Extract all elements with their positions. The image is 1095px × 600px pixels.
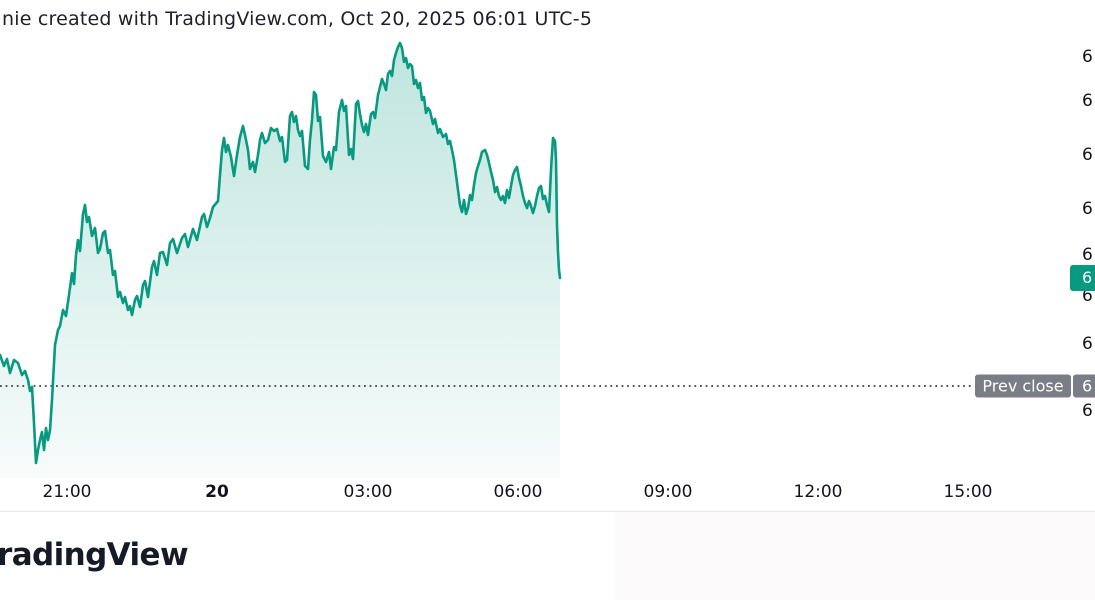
price-area-fill	[0, 43, 560, 478]
time-tick-label: 15:00	[943, 482, 993, 502]
price-tick-label: 6	[1082, 334, 1093, 354]
time-tick-label: 20	[205, 482, 229, 502]
price-tick-label: 6	[1082, 91, 1093, 111]
price-tick-label: 6	[1082, 47, 1093, 67]
bottom-divider-line	[0, 511, 1095, 512]
price-tick-label: 6	[1082, 245, 1093, 265]
prev-close-value-badge: 6	[1073, 374, 1095, 398]
chart-attribution-text: nie created with TradingView.com, Oct 20…	[2, 8, 593, 30]
price-tick-label: 6	[1082, 401, 1093, 421]
tradingview-logo[interactable]: radingView	[0, 537, 189, 573]
time-tick-label: 06:00	[493, 482, 543, 502]
prev-close-label-badge: Prev close	[975, 374, 1071, 398]
time-tick-label: 12:00	[793, 482, 843, 502]
time-tick-label: 03:00	[343, 482, 393, 502]
price-tick-label: 6	[1082, 145, 1093, 165]
current-price-badge: 6	[1070, 265, 1095, 291]
time-tick-label: 09:00	[643, 482, 693, 502]
bottom-right-panel	[614, 512, 1095, 600]
price-tick-label: 6	[1082, 286, 1093, 306]
price-line	[0, 41, 562, 465]
price-tick-label: 6	[1082, 199, 1093, 219]
time-tick-label: 21:00	[42, 482, 92, 502]
